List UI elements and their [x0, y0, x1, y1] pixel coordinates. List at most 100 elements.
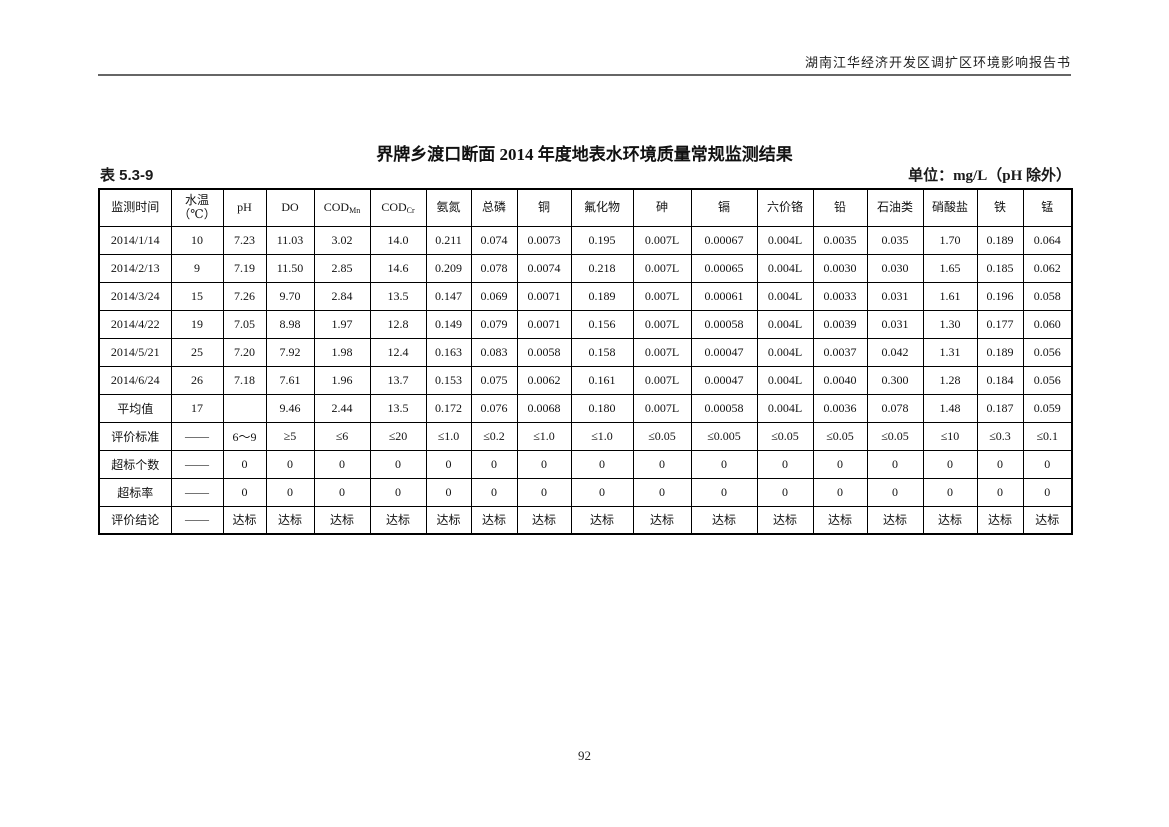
table-cell: 0.007L: [632, 393, 692, 423]
table-cell: 0: [812, 477, 868, 507]
table-row-6: 平均值 17 9.46 2.44 13.5 0.172 0.076 0.0068 0.180 0.…: [98, 393, 1073, 423]
table-cell: 0: [222, 449, 267, 479]
table-cell: 0.195: [570, 225, 634, 255]
row-label: 评价标准: [98, 421, 172, 451]
table-cell: 7.23: [222, 225, 267, 255]
table-cell: 0.218: [570, 253, 634, 283]
table-cell: 0.00047: [690, 365, 758, 395]
column-header-16: 铁: [976, 188, 1024, 227]
table-cell: 9.46: [265, 393, 315, 423]
table-cell: 达标: [470, 505, 518, 535]
table-cell: 9: [170, 253, 224, 283]
table-cell: ≤0.05: [812, 421, 868, 451]
table-cell: 0.007L: [632, 365, 692, 395]
table-cell: 7.26: [222, 281, 267, 311]
table-cell: 0.0062: [516, 365, 572, 395]
column-header-13: 铅: [812, 188, 868, 227]
row-label: 2014/2/13: [98, 253, 172, 283]
table-cell: 0.00061: [690, 281, 758, 311]
table-cell: 达标: [570, 505, 634, 535]
table-cell: 1.70: [922, 225, 978, 255]
table-cell: 0.059: [1022, 393, 1073, 423]
table-row-5: 2014/6/24 26 7.18 7.61 1.96 13.7 0.153 0.075 0.0…: [98, 365, 1073, 395]
table-cell: 26: [170, 365, 224, 395]
column-header-14: 石油类: [866, 188, 924, 227]
table-cell: 7.92: [265, 337, 315, 367]
table-cell: 1.97: [313, 309, 371, 339]
table-cell: 13.7: [369, 365, 427, 395]
table-cell: 0.004L: [756, 253, 814, 283]
table-cell: 11.03: [265, 225, 315, 255]
table-cell: ≤1.0: [425, 421, 472, 451]
table-cell: 10: [170, 225, 224, 255]
table-cell: 0.0071: [516, 309, 572, 339]
table-cell: 0.196: [976, 281, 1024, 311]
table-row-0: 2014/1/14 10 7.23 11.03 3.02 14.0 0.211 0.074 0.…: [98, 225, 1073, 255]
table-cell: ≤0.005: [690, 421, 758, 451]
column-header-4: CODMn: [313, 188, 371, 227]
table-cell: 0.0037: [812, 337, 868, 367]
table-cell: 0.0039: [812, 309, 868, 339]
table-cell: 0.211: [425, 225, 472, 255]
table-cell: 0.187: [976, 393, 1024, 423]
table-cell: 13.5: [369, 393, 427, 423]
table-cell: 0.180: [570, 393, 634, 423]
table-cell: 0.069: [470, 281, 518, 311]
table-cell: ≥5: [265, 421, 315, 451]
table-cell: 1.98: [313, 337, 371, 367]
table-cell: ≤0.2: [470, 421, 518, 451]
table-cell: 1.48: [922, 393, 978, 423]
table-cell: 达标: [1022, 505, 1073, 535]
table-cell: 0.007L: [632, 281, 692, 311]
column-header-0: 监测时间: [98, 188, 172, 227]
table-cell: 0.153: [425, 365, 472, 395]
table-cell: 0: [866, 449, 924, 479]
table-cell: ≤6: [313, 421, 371, 451]
table-cell: 0.161: [570, 365, 634, 395]
column-header-10: 砷: [632, 188, 692, 227]
column-header-15: 硝酸盐: [922, 188, 978, 227]
column-header-1: 水温 （℃）: [170, 188, 224, 227]
column-header-11: 镉: [690, 188, 758, 227]
table-cell: 达标: [922, 505, 978, 535]
table-cell: 7.18: [222, 365, 267, 395]
row-label: 2014/4/22: [98, 309, 172, 339]
table-cell: 7.61: [265, 365, 315, 395]
table-cell: ≤0.05: [632, 421, 692, 451]
table-cell: 15: [170, 281, 224, 311]
table-cell: 0.0058: [516, 337, 572, 367]
table-cell: 0.007L: [632, 337, 692, 367]
table-cell: 0: [1022, 477, 1073, 507]
column-header-3: DO: [265, 188, 315, 227]
monitoring-table-wrapper: 监测时间 水温 （℃） pH DO CODMn CODCr 氨氮 总磷铜氟化物砷镉六价铬铅石油类…: [98, 188, 1073, 535]
table-cell: 0: [922, 449, 978, 479]
table-cell: 0.004L: [756, 337, 814, 367]
row-label: 2014/3/24: [98, 281, 172, 311]
table-cell: 0.007L: [632, 309, 692, 339]
table-cell: 0: [425, 477, 472, 507]
table-cell: 0.030: [866, 253, 924, 283]
table-cell: 0.156: [570, 309, 634, 339]
table-row-10: 评价结论 —— 达标 达标 达标 达标 达标 达标 达标 达标 达标 达标 达标 达标 达标 达标 达标 达标: [98, 505, 1073, 535]
table-cell: 0.042: [866, 337, 924, 367]
table-cell: 0.189: [976, 337, 1024, 367]
table-row-9: 超标率 —— 0 0 0 0 0 0 0 0 0 0 0 0 0 0 0 0: [98, 477, 1073, 507]
table-cell: 0: [632, 449, 692, 479]
table-row-7: 评价标准 —— 6～9 ≥5 ≤6 ≤20 ≤1.0 ≤0.2 ≤1.0 ≤1.0 ≤0.05 ≤0.…: [98, 421, 1073, 451]
table-cell: 0.031: [866, 281, 924, 311]
table-cell: 0.004L: [756, 281, 814, 311]
table-cell: 0.0035: [812, 225, 868, 255]
table-cell: 0: [369, 477, 427, 507]
table-cell: 0.079: [470, 309, 518, 339]
table-cell: 0.00047: [690, 337, 758, 367]
table-cell: [222, 393, 267, 423]
table-cell: ≤0.1: [1022, 421, 1073, 451]
column-header-17: 锰: [1022, 188, 1073, 227]
report-header-text: 湖南江华经济开发区调扩区环境影响报告书: [804, 55, 1071, 70]
table-cell: 0.184: [976, 365, 1024, 395]
row-label: 平均值: [98, 393, 172, 423]
table-cell: 0: [425, 449, 472, 479]
table-cell: 0: [690, 477, 758, 507]
table-cell: 0.185: [976, 253, 1024, 283]
table-cell: 0: [313, 477, 371, 507]
